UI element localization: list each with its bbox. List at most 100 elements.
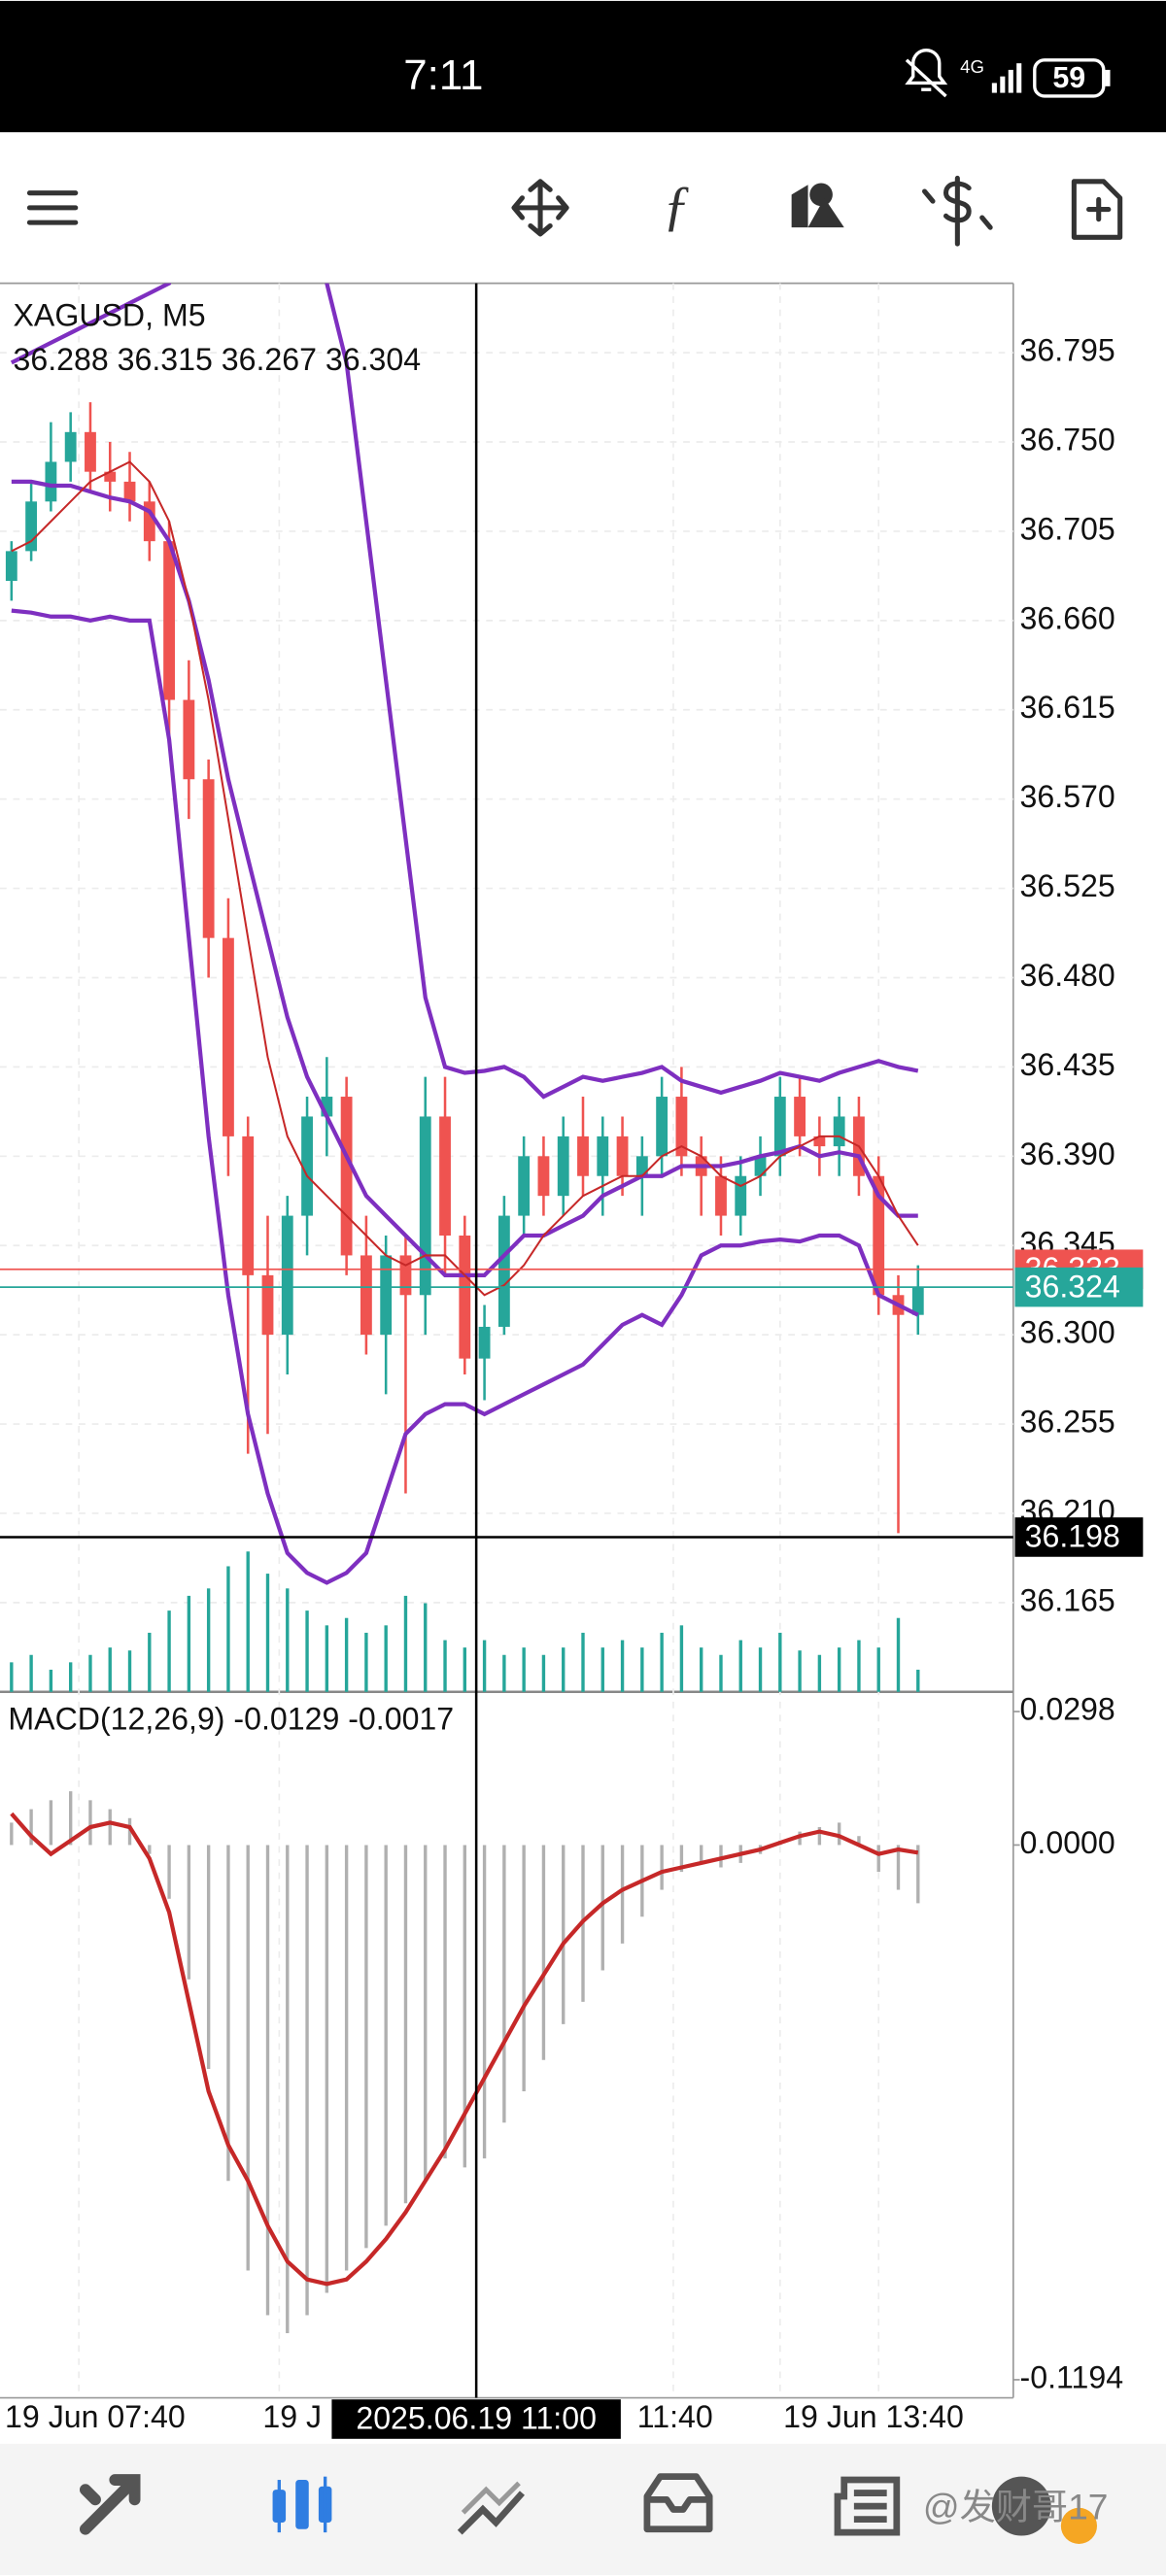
volume-bar [305,1610,309,1692]
candle-body [321,1097,333,1117]
candle-body [419,1116,431,1296]
candle-body [123,481,136,502]
indicators-button[interactable]: ƒ [663,175,691,236]
candle-body [399,1255,412,1296]
y-tick-label: -0.1194 [1020,2359,1124,2394]
candle-body [557,1135,569,1197]
volume-bar [403,1595,408,1692]
candle-body [497,1215,510,1327]
candle-body [64,431,77,462]
bottom-nav [0,2443,1166,2576]
chart-tab[interactable] [272,2476,332,2533]
candle-body [261,1274,274,1336]
candle-body [25,501,38,552]
volume-bar [817,1654,822,1692]
volume-bar [778,1632,782,1692]
candle-body [223,937,234,1136]
news-tab[interactable] [834,2476,901,2536]
candle-body [537,1156,550,1197]
volume-bar [876,1647,880,1692]
y-tick-label: 36.570 [1020,779,1115,814]
y-tick-label: 36.705 [1020,511,1115,546]
volume-bar [344,1617,349,1692]
crosshair-time: 2025.06.19 11:00 [356,2401,597,2436]
objects-button[interactable] [791,183,844,228]
volume-bar [49,1669,53,1692]
volume-bar [424,1603,428,1692]
mute-slash [905,58,947,98]
y-tick-label: 36.300 [1020,1315,1115,1350]
volume-bar [700,1647,703,1692]
macd-title: MACD(12,26,9) -0.0129 -0.0017 [8,1702,454,1737]
clock: 7:11 [403,51,483,99]
candle-body [45,461,57,502]
crosshair-price: 36.198 [1025,1519,1120,1554]
candle-body [597,1135,609,1176]
price-tag [1014,1267,1144,1307]
volume-bar [738,1640,742,1692]
signal-line [10,1812,919,2287]
volume-bar [640,1647,644,1692]
candle-body [439,1116,451,1237]
trade-button[interactable] [922,175,993,247]
macd-pane: 0.0298 0.0000 -0.1194 [10,1692,1124,2394]
candle-body [380,1255,393,1336]
battery-tip [1105,69,1111,86]
signal-bars [991,63,1022,93]
y-tick-label: 36.615 [1020,690,1115,725]
candle-body [5,551,17,582]
volume-bar [562,1647,566,1692]
crosshair-tool[interactable] [511,179,569,237]
history-tab[interactable] [643,2473,713,2533]
volume-bar [443,1640,447,1692]
volume-bar [148,1632,152,1692]
candle-body [577,1135,589,1176]
candle-body [360,1255,372,1336]
battery-level: 59 [1052,61,1085,94]
candle-body [104,471,117,482]
volume-bar [10,1662,14,1692]
y-tick-label: 36.795 [1020,333,1115,368]
trade-tab[interactable] [457,2481,525,2535]
volume-bar [226,1566,230,1692]
candle-body [794,1097,806,1136]
y-tick-label: 36.660 [1020,600,1115,635]
candle-body [478,1326,491,1359]
watermark: @发财哥17 [923,2486,1109,2526]
candle-body [340,1097,353,1256]
y-tick-label: 0.0000 [1020,1825,1115,1860]
battery [1033,58,1106,98]
menu-button[interactable] [26,190,79,225]
volume-bar [108,1647,112,1692]
x-tick-label: 19 Jun 13:40 [783,2399,964,2434]
y-tick-label: 36.435 [1020,1047,1115,1082]
candle-body [301,1116,313,1216]
volume-bar [325,1625,329,1692]
y-tick-label: 36.750 [1020,423,1115,458]
volume-bar [857,1640,861,1692]
volume-bar [620,1640,625,1692]
bollinger-upper [10,283,919,1100]
volume-bar [600,1647,604,1692]
x-tick-label: 19 Jun 07:40 [5,2399,186,2434]
candle-body [873,1175,885,1296]
volume-bar [127,1650,132,1692]
bollinger-lower [11,608,919,1585]
volume-bar [246,1551,250,1692]
messages-tab[interactable] [991,2476,1051,2536]
candle-body [773,1097,786,1157]
x-tick-label: 19 J [262,2399,322,2434]
quotes-tab[interactable] [79,2474,141,2535]
y-tick-label: 0.0298 [1020,1692,1115,1727]
volume-bar [68,1662,73,1692]
candle-body [143,501,155,542]
new-order-button[interactable] [1071,179,1123,240]
candle-body [635,1156,648,1176]
volume-bar [798,1650,802,1692]
price-pane: 36.795 36.750 36.705 36.660 36.615 36.570 36.5… [5,283,1115,1692]
volume-bar [916,1669,920,1692]
grid [0,283,1013,2398]
